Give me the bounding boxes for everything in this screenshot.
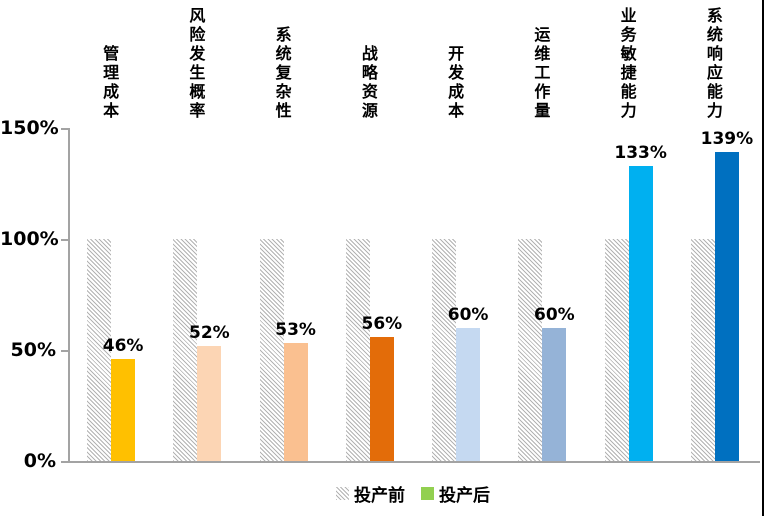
bar-before (345, 239, 370, 461)
window-border-right (762, 0, 764, 516)
bar-value-label: 46% (102, 335, 144, 356)
category-label: 系统响应能力 (706, 6, 723, 120)
legend-swatch-hatched (336, 487, 349, 500)
y-axis (68, 128, 70, 463)
category-label: 业务敏捷能力 (620, 6, 637, 120)
bar-after (111, 358, 136, 461)
bar-value-label: 133% (614, 142, 667, 163)
bar-after (628, 165, 653, 461)
bar-value-label: 60% (534, 304, 575, 325)
bar-before (690, 239, 715, 461)
bar-after (197, 345, 222, 461)
y-axis-tick-label: 0% (23, 450, 56, 472)
category-label: 管理成本 (103, 44, 120, 120)
bar-before (518, 239, 543, 461)
bar-before (432, 239, 457, 461)
bar-after (714, 152, 739, 461)
bar-after (456, 327, 481, 461)
y-axis-tick-label: 50% (10, 339, 56, 361)
bar-before (87, 239, 112, 461)
bar-before (604, 239, 629, 461)
bar-value-label: 56% (361, 313, 403, 334)
category-label: 战略资源 (361, 44, 378, 120)
chart-legend: 投产前 投产后 (68, 481, 758, 506)
y-axis-tick-label: 150% (0, 117, 59, 139)
bar-after (542, 327, 567, 461)
bar-after (283, 343, 308, 461)
legend-label: 投产后 (439, 486, 490, 506)
bar-before (259, 239, 284, 461)
bar-value-label: 53% (275, 320, 316, 341)
y-axis-tick (61, 128, 68, 130)
legend-item: 投产后 (421, 481, 490, 506)
bar-value-label: 139% (700, 129, 754, 150)
bar-after (369, 336, 394, 461)
x-axis (68, 461, 760, 463)
y-axis-tick (61, 239, 68, 241)
y-axis-tick-label: 100% (0, 228, 59, 250)
category-label: 开发成本 (448, 44, 465, 120)
bar-value-label: 60% (447, 304, 489, 325)
legend-item: 投产前 (336, 481, 405, 506)
legend-label: 投产前 (354, 486, 405, 506)
category-label: 运维工作量 (534, 25, 551, 120)
legend-swatch-solid (421, 487, 434, 500)
bar-before (173, 239, 198, 461)
bar-value-label: 52% (189, 322, 230, 343)
y-axis-tick (61, 350, 68, 352)
y-axis-tick (61, 461, 68, 463)
category-label: 风险发生概率 (189, 6, 206, 120)
category-label: 系统复杂性 (275, 25, 292, 120)
